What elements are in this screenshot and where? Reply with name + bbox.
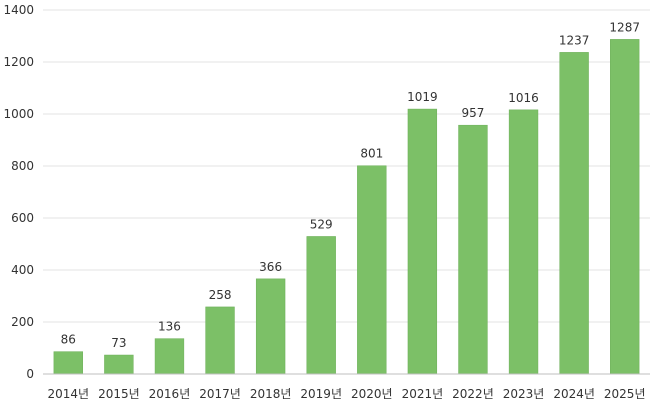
data-label: 529 [310,217,333,231]
y-tick-label: 0 [26,367,34,381]
data-label: 957 [462,106,485,120]
bar [306,236,336,375]
x-tick-label: 2017년 [199,387,241,401]
data-labels: 86 73 136 258 366 529 801 1019 957 1016 1237 1287 [61,20,640,350]
x-tick-label: 2016년 [149,387,191,401]
data-label: 1237 [559,33,590,47]
bar [559,52,589,375]
x-tick-label: 2020년 [351,387,393,401]
data-label: 1016 [508,91,539,105]
y-tick-label: 1400 [3,3,34,17]
data-label: 258 [209,288,232,302]
y-tick-label: 1000 [3,107,34,121]
bar [357,165,387,375]
x-tick-label: 2021년 [402,387,444,401]
bars [53,39,640,375]
data-label: 73 [111,336,126,350]
bar [610,39,640,375]
bar [508,109,539,375]
y-tick-label: 600 [11,211,34,225]
x-tick-label: 2023년 [503,387,545,401]
x-tick-label: 2024년 [553,387,595,401]
bar [53,351,83,375]
x-tick-label: 2014년 [47,387,89,401]
bar [154,338,185,375]
x-tick-label: 2015년 [98,387,140,401]
y-tick-label: 400 [11,263,34,277]
y-axis: 0 200 400 600 800 1000 1200 1400 [3,3,34,381]
x-axis: 2014년 2015년 2016년 2017년 2018년 2019년 2020년 2021년… [47,387,645,401]
bar [458,124,488,375]
y-tick-label: 1200 [3,55,34,69]
data-label: 801 [360,147,383,161]
data-label: 366 [259,260,282,274]
x-tick-label: 2025년 [604,387,646,401]
data-label: 1019 [407,90,438,104]
y-tick-label: 200 [11,315,34,329]
data-label: 136 [158,320,181,334]
x-tick-label: 2022년 [452,387,494,401]
bar [104,354,134,375]
x-tick-label: 2019년 [300,387,342,401]
x-tick-label: 2018년 [250,387,292,401]
data-label: 1287 [609,20,640,34]
bar [205,306,235,375]
bar [407,108,438,375]
bar [255,278,286,375]
data-label: 86 [61,333,76,347]
gridlines [43,9,650,323]
y-tick-label: 800 [11,159,34,173]
